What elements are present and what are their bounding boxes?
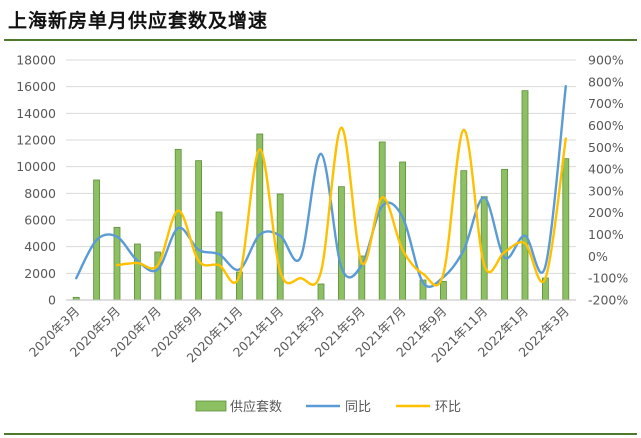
right-tick-label: 700% [588,96,624,111]
bar [562,158,570,301]
x-axis: 2020年3月2020年5月2020年7月2020年9月2020年11月2021… [26,299,576,366]
left-tick-label: 4000 [24,239,56,254]
legend-swatch-bars [195,400,227,412]
right-tick-label: 300% [588,183,624,198]
right-y-axis: -200% -100% 0% 100% 200% 300% 400% 500% 600% 700%… [588,53,628,308]
right-tick-label: 100% [588,227,624,242]
bar [133,243,141,301]
left-y-axis: 0 2000 4000 6000 8000 10000 12000 14000 16000 180… [16,53,56,308]
right-tick-label: 500% [588,140,624,155]
left-tick-label: 2000 [24,266,56,281]
chart-title: 上海新房单月供应套数及增速 [8,10,269,32]
right-tick-label: 200% [588,205,624,220]
left-tick-label: 14000 [16,106,56,121]
line-series [75,84,567,288]
legend: 供应套数 同比 环比 [195,399,461,415]
bar [276,193,284,301]
left-tick-label: 10000 [16,159,56,174]
left-tick-label: 6000 [24,213,56,228]
bar [501,168,509,301]
right-tick-label: -100% [588,271,628,286]
left-tick-label: 18000 [16,53,56,68]
right-tick-label: 900% [588,53,624,68]
right-tick-label: 400% [588,162,624,177]
bar [317,283,325,301]
bottom-divider [4,433,637,435]
bar [174,148,182,301]
bar [521,90,529,301]
bar [337,186,345,301]
bar [460,170,468,301]
right-tick-label: -200% [588,293,628,308]
bar [256,133,264,301]
bar [439,280,447,301]
title-divider [4,39,637,41]
bar [195,160,203,301]
left-tick-label: 12000 [16,133,56,148]
right-tick-label: 0% [588,249,608,264]
left-tick-label: 8000 [24,186,56,201]
legend-label-bars: 供应套数 [230,399,282,415]
bar [399,161,407,301]
yoy-line [75,84,567,288]
legend-label-mom: 环比 [435,400,461,415]
right-tick-label: 800% [588,74,624,89]
bar [378,141,386,301]
legend-label-yoy: 同比 [345,400,371,415]
right-tick-label: 600% [588,118,624,133]
left-tick-label: 0 [48,293,56,308]
left-tick-label: 16000 [16,79,56,94]
mom-line [115,126,567,287]
